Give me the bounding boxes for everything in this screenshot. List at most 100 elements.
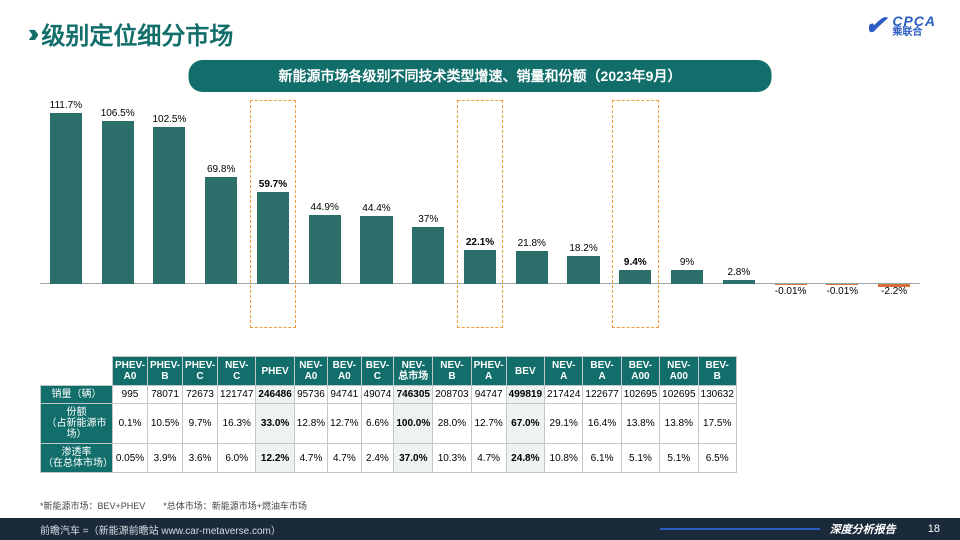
bar-label: 37% xyxy=(418,214,438,225)
bar-rect xyxy=(412,227,444,284)
table-cell: 130632 xyxy=(698,386,736,404)
bar-rect xyxy=(516,251,548,284)
footer-left: 前瞻汽车 =（新能源前瞻站 www.car-metaverse.com） xyxy=(40,522,281,537)
table-cell: 49074 xyxy=(361,386,394,404)
bar-PHEV: 59.7% xyxy=(247,100,299,284)
bar-label: 9.4% xyxy=(624,257,647,268)
table-cell: 67.0% xyxy=(506,404,544,444)
col-header: BEV xyxy=(506,357,544,386)
table-cell: 5.1% xyxy=(660,444,698,473)
table-cell: 4.7% xyxy=(294,444,327,473)
table-cell: 12.2% xyxy=(256,444,294,473)
table-cell: 12.8% xyxy=(294,404,327,444)
table-cell: 995 xyxy=(113,386,148,404)
col-header: NEV-B xyxy=(433,357,471,386)
footnote: *新能源市场：BEV+PHEV *总体市场：新能源市场+燃油车市场 xyxy=(40,499,307,512)
bar-BEV-A: 2.8% xyxy=(713,100,765,284)
row-header: 销量（辆） xyxy=(41,386,113,404)
bar-NEV-A0: 44.9% xyxy=(299,100,351,284)
bar-label: -0.01% xyxy=(775,286,807,297)
table-cell: 29.1% xyxy=(545,404,583,444)
table-cell: 28.0% xyxy=(433,404,471,444)
bar-label: 21.8% xyxy=(518,238,546,249)
page-header: ›› 级别定位细分市场 xyxy=(28,16,233,51)
bar-rect xyxy=(619,270,651,284)
chevron-right-icon: ›› xyxy=(28,18,33,49)
bar-NEV-B: 21.8% xyxy=(506,100,558,284)
col-header: NEV-A00 xyxy=(660,357,698,386)
col-header: BEV-A00 xyxy=(621,357,659,386)
table-cell: 33.0% xyxy=(256,404,294,444)
bar-label: 44.9% xyxy=(311,202,339,213)
bar-label: 2.8% xyxy=(727,267,750,278)
bar-PHEV-C: 102.5% xyxy=(144,100,196,284)
bar-rect xyxy=(567,256,599,284)
bar-BEV-B: -2.2% xyxy=(868,100,920,284)
logo-text-sub: 乘联合 xyxy=(892,28,936,38)
bar-rect xyxy=(826,284,858,285)
table-cell: 102695 xyxy=(621,386,659,404)
table-cell: 2.4% xyxy=(361,444,394,473)
growth-bar-chart: 111.7%106.5%102.5%69.8%59.7%44.9%44.4%37… xyxy=(40,100,920,310)
page-title: 级别定位细分市场 xyxy=(41,16,233,51)
bar-rect xyxy=(878,284,910,287)
table-cell: 6.0% xyxy=(218,444,256,473)
bar-rect xyxy=(775,284,807,285)
page-footer: 前瞻汽车 =（新能源前瞻站 www.car-metaverse.com） 深度分… xyxy=(0,518,960,540)
bar-PHEV-A0: 111.7% xyxy=(40,100,92,284)
table-cell: 12.7% xyxy=(328,404,361,444)
bar-label: -0.01% xyxy=(827,286,859,297)
bar-label: 22.1% xyxy=(466,237,494,248)
table-cell: 208703 xyxy=(433,386,471,404)
table-cell: 10.3% xyxy=(433,444,471,473)
bar-rect xyxy=(309,215,341,284)
bar-NEV-总市场: 22.1% xyxy=(454,100,506,284)
col-header: NEV-总市场 xyxy=(394,357,433,386)
table-cell: 3.6% xyxy=(183,444,218,473)
table-cell: 10.8% xyxy=(545,444,583,473)
bar-rect xyxy=(50,113,82,284)
table-cell: 13.8% xyxy=(660,404,698,444)
col-header: PHEV-A xyxy=(471,357,506,386)
table-cell: 12.7% xyxy=(471,404,506,444)
bar-BEV-C: 37% xyxy=(402,100,454,284)
col-header: NEV-C xyxy=(218,357,256,386)
row-header: 渗透率（在总体市场） xyxy=(41,444,113,473)
bar-rect xyxy=(671,270,703,284)
table-cell: 10.5% xyxy=(148,404,183,444)
col-header: BEV-A xyxy=(583,357,621,386)
logo: ✔ CPCA 乘联合 xyxy=(865,10,936,41)
table-cell: 3.9% xyxy=(148,444,183,473)
bar-label: 102.5% xyxy=(152,114,186,125)
table-cell: 100.0% xyxy=(394,404,433,444)
footer-line-icon xyxy=(660,528,820,530)
bar-label: 111.7% xyxy=(50,100,82,111)
table-cell: 746305 xyxy=(394,386,433,404)
table-cell: 78071 xyxy=(148,386,183,404)
bar-NEV-A: 9% xyxy=(661,100,713,284)
bar-rect xyxy=(205,177,237,284)
bar-label: 18.2% xyxy=(569,243,597,254)
table-cell: 121747 xyxy=(218,386,256,404)
bar-rect xyxy=(464,250,496,284)
bar-rect xyxy=(360,216,392,284)
table-cell: 102695 xyxy=(660,386,698,404)
bar-NEV-C: 69.8% xyxy=(195,100,247,284)
bar-NEV-A00: -0.01% xyxy=(816,100,868,284)
table-cell: 16.3% xyxy=(218,404,256,444)
table-cell: 122677 xyxy=(583,386,621,404)
table-cell: 95736 xyxy=(294,386,327,404)
bar-label: 106.5% xyxy=(101,108,135,119)
table-cell: 4.7% xyxy=(471,444,506,473)
row-header: 份额（占新能源市场） xyxy=(41,404,113,444)
table-cell: 0.05% xyxy=(113,444,148,473)
bar-PHEV-B: 106.5% xyxy=(92,100,144,284)
table-cell: 4.7% xyxy=(328,444,361,473)
table-cell: 217424 xyxy=(545,386,583,404)
col-header: PHEV-C xyxy=(183,357,218,386)
col-header: BEV-B xyxy=(698,357,736,386)
table-cell: 17.5% xyxy=(698,404,736,444)
table-cell: 499819 xyxy=(506,386,544,404)
col-header: PHEV xyxy=(256,357,294,386)
page-number: 18 xyxy=(928,523,940,535)
